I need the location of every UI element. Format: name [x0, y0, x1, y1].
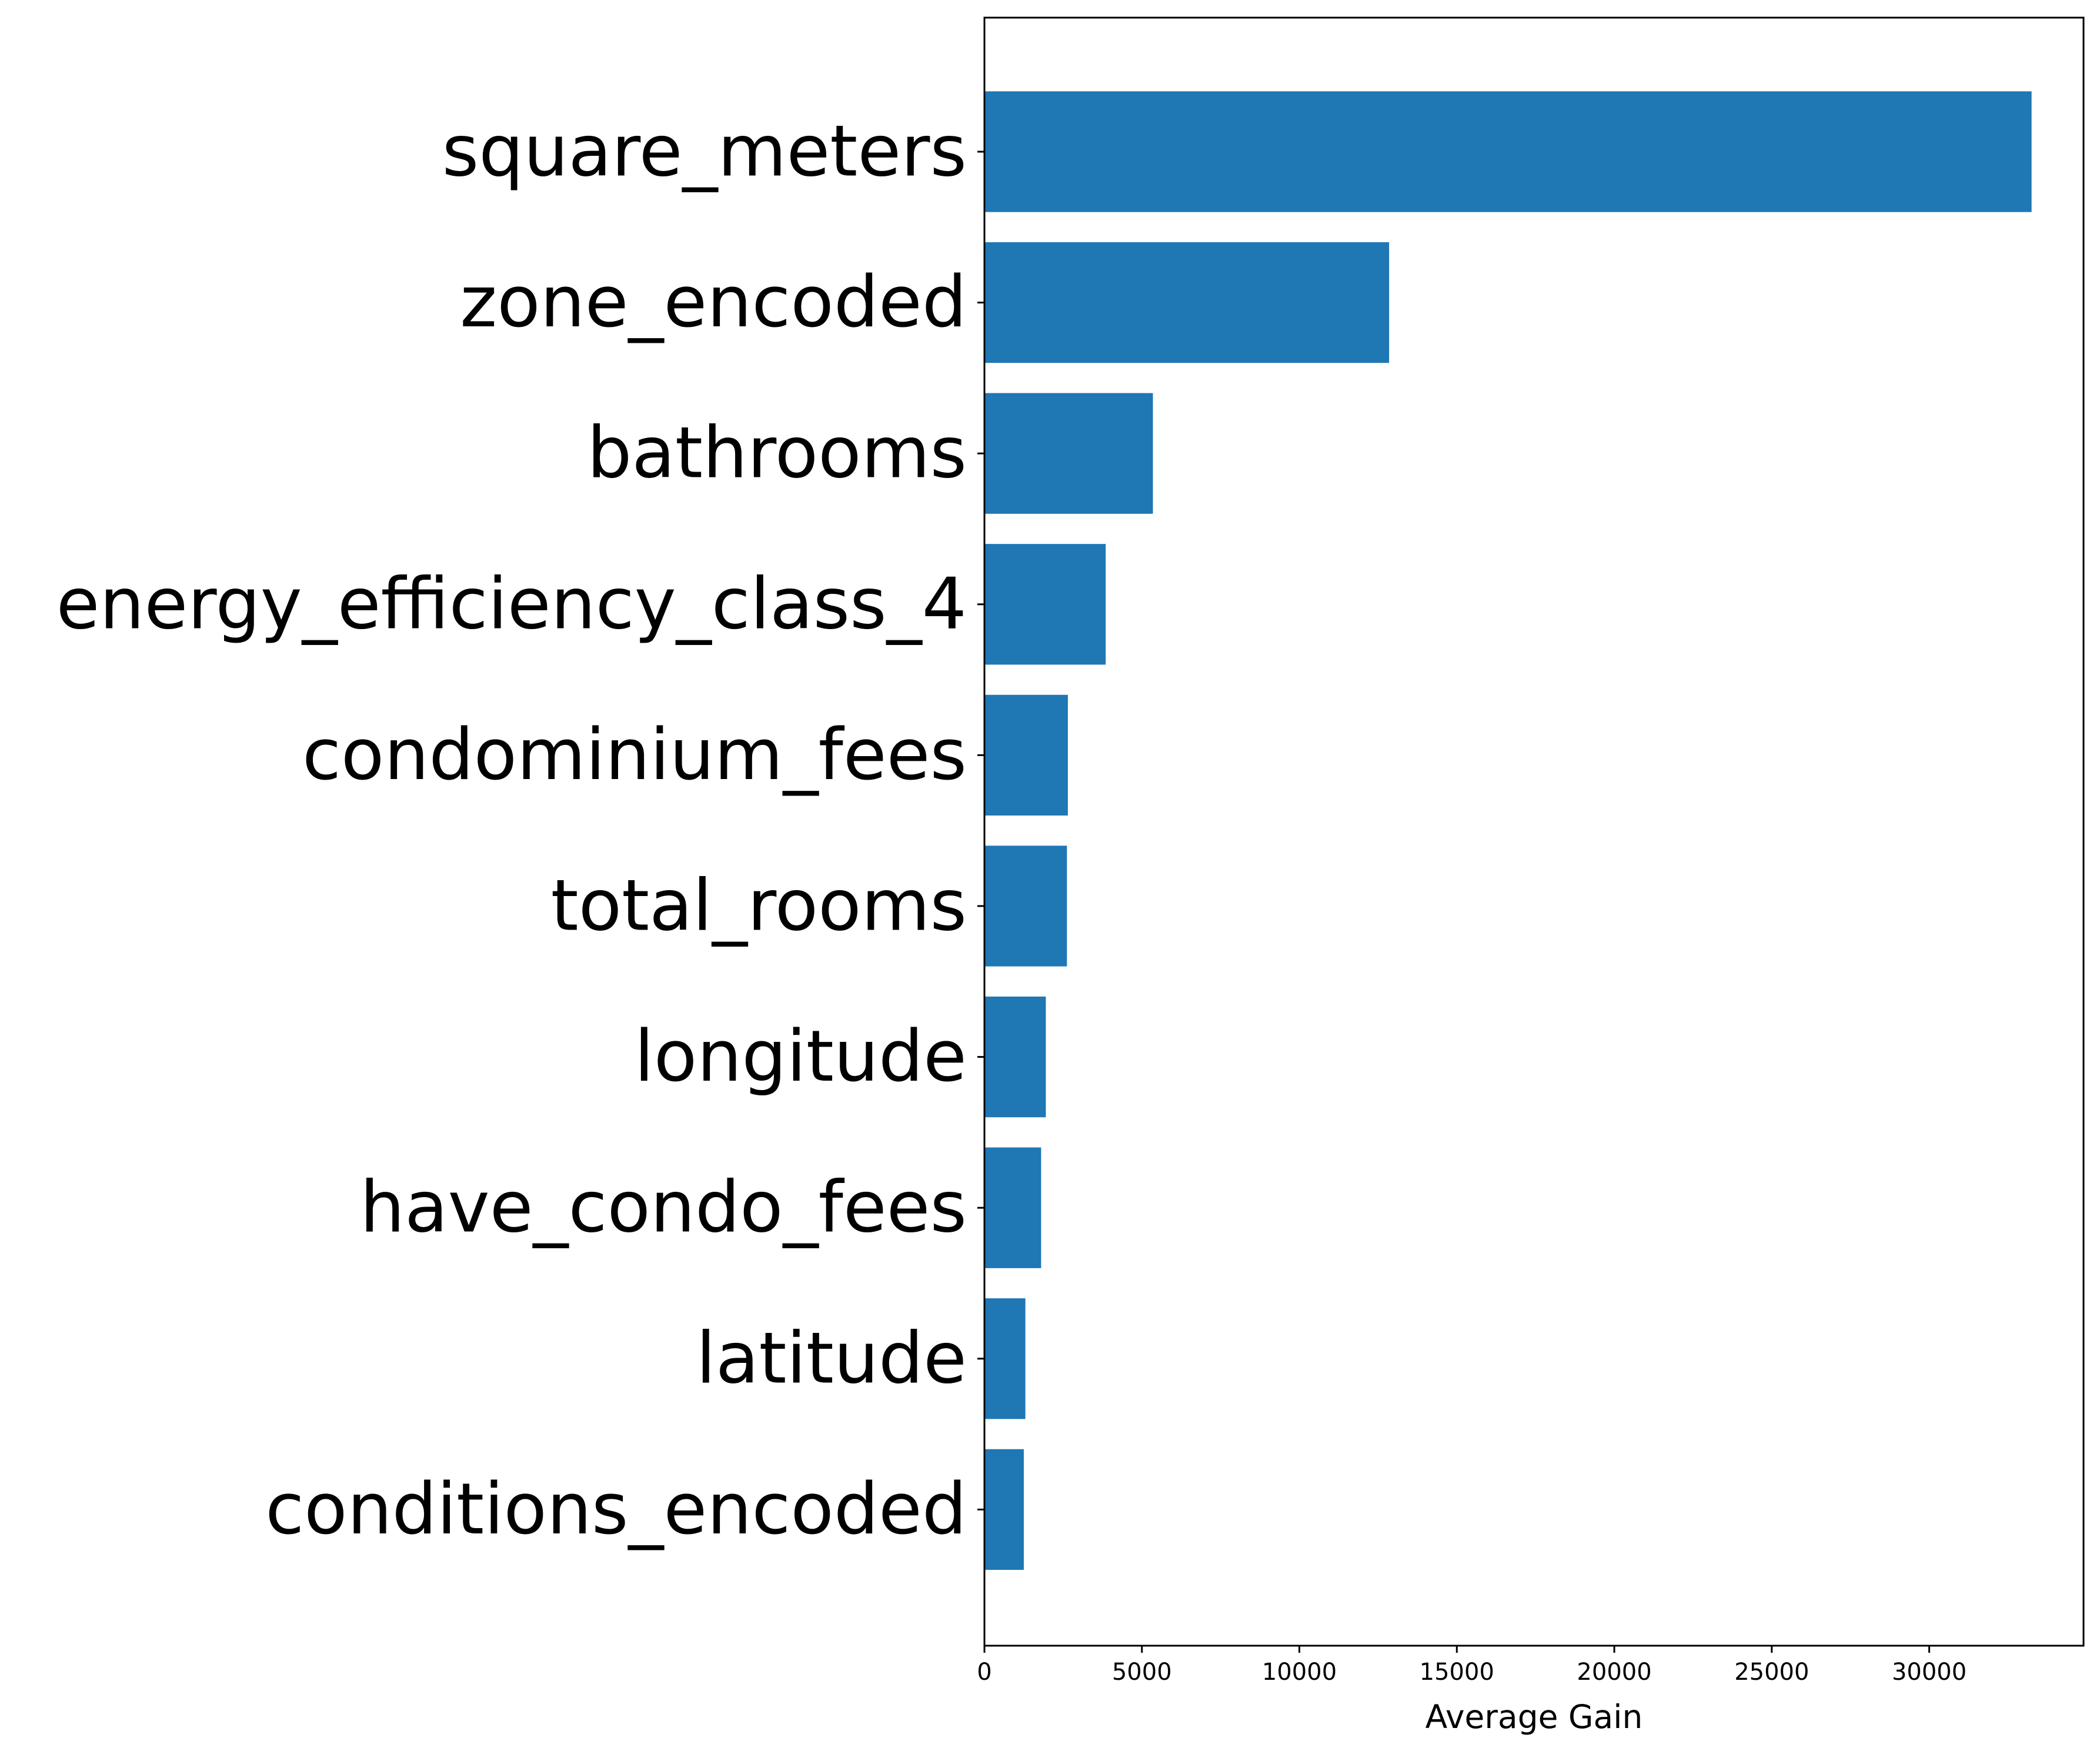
x-tick-label: 0	[977, 1659, 991, 1686]
y-tick-label: zone_encoded	[460, 262, 967, 343]
bar-conditions-encoded	[984, 1449, 1024, 1570]
bar-total-rooms	[984, 845, 1067, 967]
bar-condominium-fees	[984, 694, 1068, 816]
y-tick-label: longitude	[635, 1016, 967, 1098]
x-tick-label: 30000	[1892, 1659, 1967, 1686]
bars	[984, 91, 2032, 1570]
bar-longitude	[984, 996, 1046, 1118]
x-tick-label: 25000	[1734, 1659, 1809, 1686]
y-tick-label: energy_efficiency_class_4	[56, 563, 967, 645]
y-tick-label: square_meters	[442, 111, 967, 193]
bar-square-meters	[984, 91, 2032, 212]
x-tick-label: 5000	[1112, 1659, 1172, 1686]
x-axis-ticks: 0 5000 10000 15000 20000 25000 30000	[977, 1646, 1967, 1686]
y-tick-label: total_rooms	[551, 865, 967, 947]
plot-frame	[983, 16, 2085, 1647]
y-tick-label: conditions_encoded	[265, 1469, 967, 1550]
x-tick-label: 15000	[1420, 1659, 1494, 1686]
bar-latitude	[984, 1298, 1026, 1419]
y-tick-label: latitude	[696, 1318, 967, 1399]
y-tick-label: have_condo_fees	[360, 1167, 967, 1249]
bar-energy-efficiency-class-4	[984, 544, 1106, 665]
x-axis-title: Average Gain	[1425, 1698, 1643, 1736]
x-tick-label: 20000	[1577, 1659, 1651, 1686]
y-tick-label: bathrooms	[587, 413, 967, 494]
y-tick-label: condominium_fees	[302, 714, 967, 796]
y-axis-ticks: square_meters zone_encoded bathrooms energy…	[56, 111, 984, 1550]
bar-bathrooms	[984, 393, 1153, 514]
bar-zone-encoded	[984, 242, 1390, 363]
bar-have-condo-fees	[984, 1147, 1041, 1268]
x-tick-label: 10000	[1262, 1659, 1337, 1686]
